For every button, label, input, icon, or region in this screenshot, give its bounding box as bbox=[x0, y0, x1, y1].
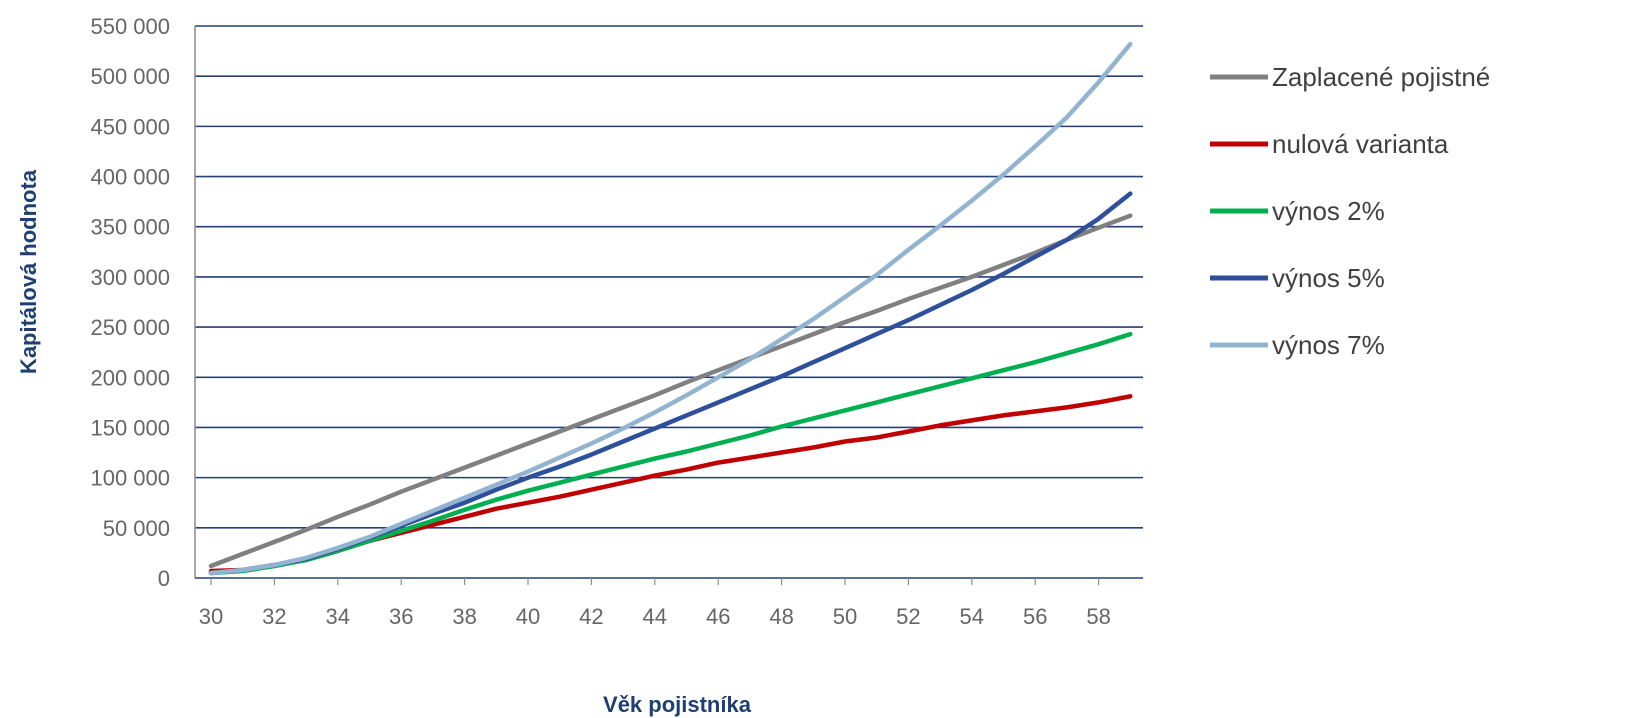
y-tick-label: 500 000 bbox=[90, 64, 170, 89]
y-tick-label: 250 000 bbox=[90, 315, 170, 340]
x-tick-label: 52 bbox=[896, 604, 920, 629]
series-line-3 bbox=[208, 191, 1133, 576]
legend-label: nulová varianta bbox=[1272, 129, 1449, 159]
y-axis-title: Kapitálová hodnota bbox=[16, 169, 41, 374]
series-line-0 bbox=[208, 213, 1133, 569]
x-tick-labels: 30 32 34 36 38 40 42 44 46 48 50 52 54 56 58 bbox=[199, 604, 1111, 629]
series-layer bbox=[208, 41, 1133, 576]
x-tick-label: 30 bbox=[199, 604, 223, 629]
series-line-2 bbox=[208, 331, 1133, 576]
x-tick-label: 32 bbox=[262, 604, 286, 629]
legend-label: výnos 5% bbox=[1272, 263, 1385, 293]
axis-layer bbox=[194, 26, 1143, 585]
grid-layer bbox=[195, 25, 1143, 529]
y-tick-labels: 0 50 000 100 000 150 000 200 000 250 000 300 0… bbox=[90, 14, 170, 591]
x-tick-label: 34 bbox=[326, 604, 350, 629]
legend: Zaplacené pojistné nulová varianta výnos 2… bbox=[1210, 62, 1490, 360]
x-tick-label: 44 bbox=[643, 604, 667, 629]
y-tick-label: 350 000 bbox=[90, 215, 170, 240]
y-tick-label: 450 000 bbox=[90, 114, 170, 139]
legend-label: výnos 2% bbox=[1272, 196, 1385, 226]
x-axis-title: Věk pojistníka bbox=[603, 692, 752, 717]
x-tick-label: 40 bbox=[516, 604, 540, 629]
y-tick-label: 300 000 bbox=[90, 265, 170, 290]
x-tick-label: 50 bbox=[833, 604, 857, 629]
x-tick-label: 48 bbox=[769, 604, 793, 629]
y-tick-label: 50 000 bbox=[103, 516, 170, 541]
y-tick-label: 100 000 bbox=[90, 466, 170, 491]
y-tick-label: 400 000 bbox=[90, 165, 170, 190]
y-tick-label: 550 000 bbox=[90, 14, 170, 39]
x-tick-label: 56 bbox=[1023, 604, 1047, 629]
x-tick-label: 54 bbox=[960, 604, 984, 629]
y-tick-label: 150 000 bbox=[90, 415, 170, 440]
x-tick-label: 36 bbox=[389, 604, 413, 629]
legend-label: Zaplacené pojistné bbox=[1272, 62, 1490, 92]
series-line-4 bbox=[208, 41, 1133, 576]
x-tick-label: 58 bbox=[1086, 604, 1110, 629]
y-tick-label: 0 bbox=[158, 566, 170, 591]
x-tick-label: 46 bbox=[706, 604, 730, 629]
y-tick-label: 200 000 bbox=[90, 365, 170, 390]
legend-label: výnos 7% bbox=[1272, 330, 1385, 360]
x-tick-label: 38 bbox=[452, 604, 476, 629]
x-tick-label: 42 bbox=[579, 604, 603, 629]
